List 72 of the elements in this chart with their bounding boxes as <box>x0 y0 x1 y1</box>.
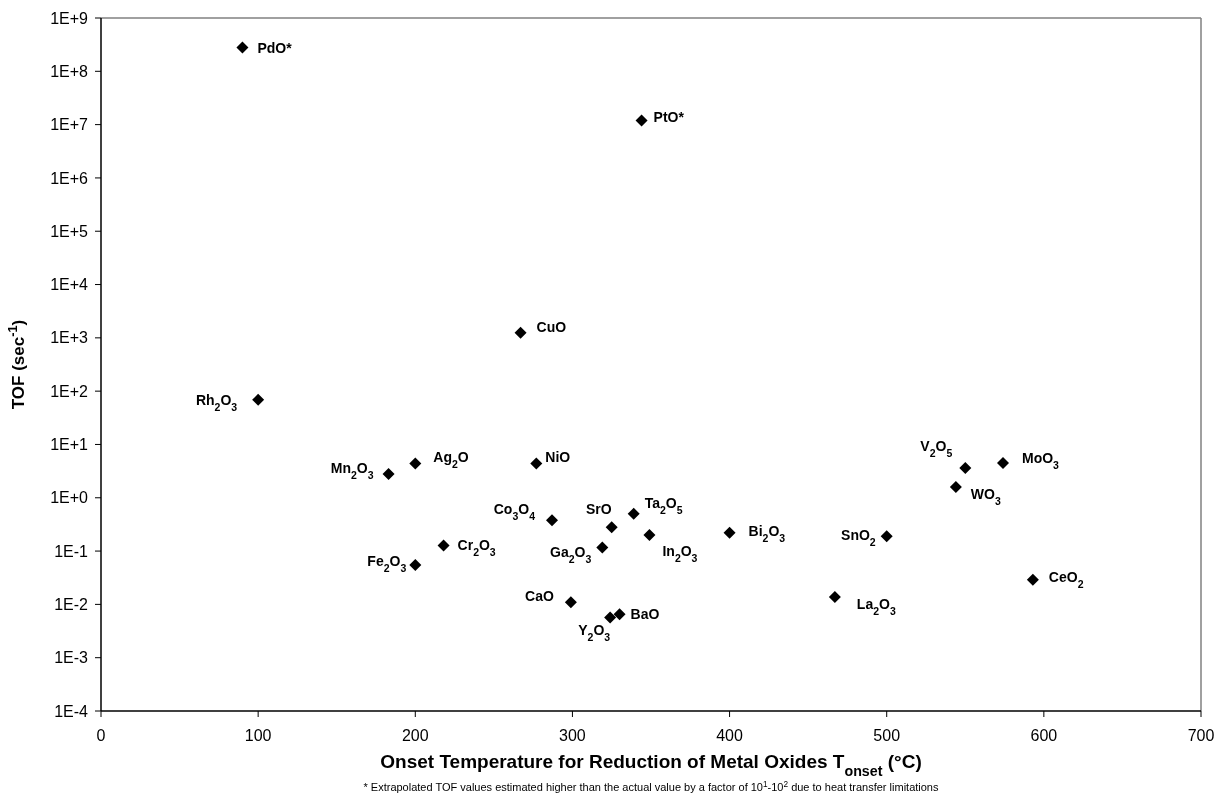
annotation: SrO <box>586 501 612 518</box>
annotation: Mn$_{2}$O$_{3}$ <box>330 459 374 481</box>
y-tick-label: 1E+5 <box>50 222 89 240</box>
point <box>613 608 626 621</box>
point <box>236 41 249 54</box>
point <box>949 480 962 493</box>
x-tick-label: 400 <box>716 727 744 744</box>
y-tick-label: 1E+0 <box>50 489 89 507</box>
y-tick-label: 1E+8 <box>50 62 89 80</box>
point <box>605 521 618 534</box>
annotation: MoO$_{3}$ <box>1022 449 1060 471</box>
point <box>514 326 527 339</box>
annotation: BaO <box>630 606 660 623</box>
x-tick-label: 200 <box>401 727 429 744</box>
annotation: Ta$_{2}$O$_{5}$ <box>644 494 683 516</box>
x-axis-title: Onset Temperature for Reduction of Metal Oxides T$_{onset}$ (°C) <box>380 751 922 779</box>
point <box>1026 573 1039 586</box>
point <box>997 456 1009 469</box>
annotation: V$_{2}$O$_{5}$ <box>920 438 953 460</box>
x-tick-label: 0 <box>96 727 106 744</box>
x-tick-label: 600 <box>1030 727 1058 744</box>
annotation: Cr$_{2}$O$_{3}$ <box>457 537 496 559</box>
y-tick-label: 1E-2 <box>54 595 89 613</box>
point <box>604 611 617 624</box>
annotation: Rh$_{2}$O$_{3}$ <box>195 391 238 413</box>
point <box>382 467 395 480</box>
annotation: La$_{2}$O$_{3}$ <box>856 595 896 617</box>
x-tick-label: 500 <box>873 727 901 744</box>
y-tick-label: 1E+9 <box>50 9 89 27</box>
y-tick-label: 1E+3 <box>50 329 89 347</box>
y-tick-label: 1E+7 <box>50 116 89 134</box>
point <box>437 539 450 552</box>
x-tick-label: 100 <box>244 727 272 744</box>
annotation: Co$_{3}$O$_{4}$ <box>493 501 536 523</box>
annotation: SnO$_{2}$ <box>841 527 876 549</box>
text: * Extrapolated TOF values estimated higher than the actual value by a factor of 10$^{1}$-10$^{2}$ due to heat transfer limitations <box>363 779 939 793</box>
y-tick-label: 1E-1 <box>54 542 89 560</box>
annotation: CaO <box>525 588 554 605</box>
point <box>643 529 656 542</box>
point <box>596 541 609 554</box>
annotation: In$_{2}$O$_{3}$ <box>662 542 698 564</box>
point <box>828 590 841 603</box>
x-tick-label: 700 <box>1187 727 1215 744</box>
annotation: Ag$_{2}$O <box>433 449 469 471</box>
annotation: WO$_{3}$ <box>970 485 1001 507</box>
point <box>723 526 736 539</box>
y-tick-label: 1E+1 <box>50 436 89 454</box>
point <box>564 596 577 609</box>
point <box>880 530 893 543</box>
y-tick-label: 1E-4 <box>54 702 89 720</box>
annotation: NiO <box>545 449 571 466</box>
y-tick-label: 1E-3 <box>54 649 89 667</box>
point <box>959 462 972 475</box>
x-tick-label: 300 <box>559 727 586 744</box>
point <box>635 114 648 127</box>
y-tick-label: 1E+6 <box>50 169 89 187</box>
point <box>409 558 422 571</box>
point <box>546 514 558 527</box>
annotation: PdO* <box>257 40 293 57</box>
annotation: Bi$_{2}$O$_{3}$ <box>748 522 786 544</box>
annotation: CeO$_{2}$ <box>1048 568 1084 590</box>
point <box>409 457 422 470</box>
annotation: Y$_{2}$O$_{3}$ <box>578 622 611 644</box>
annotation: Ga$_{2}$O$_{3}$ <box>550 544 592 566</box>
point <box>252 393 265 406</box>
y-tick-label: 1E+2 <box>50 382 89 400</box>
annotation: PtO* <box>653 109 685 126</box>
y-tick-label: 1E+4 <box>50 276 89 294</box>
annotation: Fe$_{2}$O$_{3}$ <box>367 552 407 574</box>
annotation: CuO <box>536 318 567 335</box>
point <box>530 457 543 470</box>
point <box>627 507 640 520</box>
